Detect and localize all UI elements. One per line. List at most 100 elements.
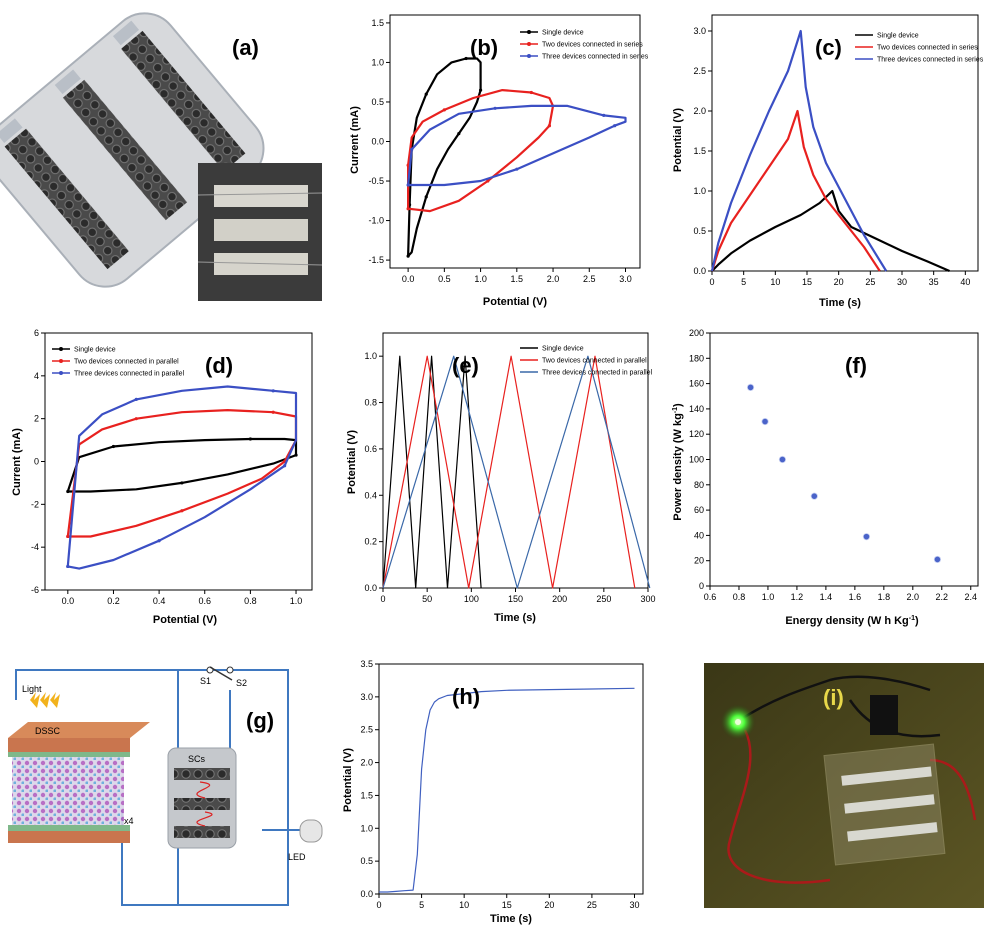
y-axis-label: Potential (V) xyxy=(342,748,354,813)
x-tick-label: 10 xyxy=(770,277,780,287)
x-tick-label: 5 xyxy=(419,900,424,910)
y-tick-label: 2.5 xyxy=(693,66,706,76)
panel-f: 0.6 0.8 1.0 1.2 1.4 1.6 1.8 2.0 2.2 2.4 0 20 40 60 80… xyxy=(672,328,979,627)
dssc-label: DSSC xyxy=(35,726,61,736)
scatter-point xyxy=(810,492,818,500)
dssc-bottom-glass xyxy=(8,831,130,843)
x-tick-label: 0 xyxy=(709,277,714,287)
y-tick-label: 0.0 xyxy=(360,889,373,899)
series-marker xyxy=(478,88,483,92)
sc-label: SCs xyxy=(188,754,206,764)
legend: Single device Two devices connected in se… xyxy=(855,33,984,64)
series-group xyxy=(406,56,627,258)
y-tick-label: 2.0 xyxy=(693,106,706,116)
lightning-icon xyxy=(30,692,40,708)
electrode-strip xyxy=(4,128,129,270)
x-tick-label: 50 xyxy=(422,594,432,604)
x-tick-label: 20 xyxy=(834,277,844,287)
photo-electrode xyxy=(841,766,932,786)
dssc-top-fto xyxy=(8,752,130,757)
x-tick-label: 30 xyxy=(897,277,907,287)
y-tick-label: 1.0 xyxy=(360,823,373,833)
switch-lever xyxy=(209,666,233,681)
light-source: Light xyxy=(22,684,60,708)
series-group xyxy=(746,383,942,564)
light-label: Light xyxy=(22,684,42,694)
x-tick-label: 2.4 xyxy=(964,592,977,602)
series-line xyxy=(407,104,627,187)
legend-marker xyxy=(59,371,63,375)
x-tick-label: 200 xyxy=(552,594,567,604)
dssc-top-front xyxy=(8,738,130,752)
y-tick-label: 2 xyxy=(34,414,39,424)
legend-label: Two devices connected in series xyxy=(877,45,978,52)
y-axis-label-close: ) xyxy=(672,403,684,407)
electrode-strip xyxy=(62,79,188,221)
y-tick-label: 20 xyxy=(694,556,704,566)
x-tick-label: 150 xyxy=(508,594,523,604)
x-axis: 0.6 0.8 1.0 1.2 1.4 1.6 1.8 2.0 2.2 2.4 xyxy=(704,586,977,602)
x-tick-label: 25 xyxy=(865,277,875,287)
y-tick-label: -1.0 xyxy=(368,216,384,226)
contact-pad xyxy=(112,20,140,46)
scatter-point xyxy=(746,383,755,391)
x-tick-label: 100 xyxy=(464,594,479,604)
device-schematic xyxy=(0,12,265,288)
y-tick-label: 180 xyxy=(689,353,704,363)
series-marker xyxy=(406,207,410,211)
y-axis-label: Current (mA) xyxy=(11,428,23,496)
x-tick-label: 10 xyxy=(459,900,469,910)
y-tick-label: 4 xyxy=(34,371,39,381)
y-tick-label: 3.5 xyxy=(360,659,373,669)
y-tick-label: -4 xyxy=(31,542,39,552)
y-tick-label: 0.0 xyxy=(364,583,377,593)
x-tick-label: 25 xyxy=(587,900,597,910)
y-tick-label: 140 xyxy=(689,404,704,414)
x-axis-label-text: Energy density (W h Kg xyxy=(785,615,908,627)
y-axis-label-text: Power density (W kg xyxy=(672,413,684,521)
photo-electrode xyxy=(214,219,308,241)
dssc-bottom-fto xyxy=(8,825,130,831)
series-line xyxy=(710,109,881,272)
y-tick-label: 160 xyxy=(689,379,704,389)
photo-wire xyxy=(197,261,323,266)
y-tick-label: 100 xyxy=(689,455,704,465)
x-tick-label: 2.0 xyxy=(907,592,920,602)
panel-label-e: (e) xyxy=(452,353,479,378)
series-line xyxy=(382,355,651,589)
x-tick-label: 2.2 xyxy=(936,592,949,602)
x-tick-label: 1.4 xyxy=(820,592,833,602)
y-tick-label: 40 xyxy=(694,530,704,540)
legend-marker xyxy=(527,30,531,34)
x-tick-label: 1.5 xyxy=(511,274,524,284)
series-marker xyxy=(410,147,414,152)
y-tick-label: 1.5 xyxy=(693,146,706,156)
x-tick-label: 1.0 xyxy=(762,592,775,602)
legend-label: Single device xyxy=(74,347,116,354)
x-tick-label: 30 xyxy=(629,900,639,910)
series-line xyxy=(710,29,888,272)
series-marker xyxy=(442,108,446,112)
x-tick-label: 0.6 xyxy=(704,592,717,602)
legend-marker xyxy=(59,347,63,351)
photo-electrode xyxy=(214,185,308,207)
led: LED xyxy=(288,819,323,862)
x-tick-label: 35 xyxy=(929,277,939,287)
series-group xyxy=(382,355,651,589)
x-tick-label: 0 xyxy=(380,594,385,604)
sc-connection xyxy=(196,781,211,799)
y-tick-label: 0.4 xyxy=(364,490,377,500)
y-axis: 0 20 40 60 80 100 120 140 160 180 200 xyxy=(689,328,710,591)
y-tick-label: -2 xyxy=(31,499,39,509)
contact-pad xyxy=(54,69,81,95)
series-marker xyxy=(66,564,70,569)
y-tick-label: 0.5 xyxy=(371,97,384,107)
y-axis: 0.0 0.2 0.4 0.6 0.8 1.0 xyxy=(364,351,383,593)
legend-label: Single device xyxy=(877,33,919,40)
x-axis: 0 5 10 15 20 25 30 xyxy=(376,894,639,910)
x-tick-label: 0.4 xyxy=(153,596,166,606)
series-marker xyxy=(180,509,184,513)
led-label: LED xyxy=(288,852,306,862)
panel-label-f: (f) xyxy=(845,353,867,378)
